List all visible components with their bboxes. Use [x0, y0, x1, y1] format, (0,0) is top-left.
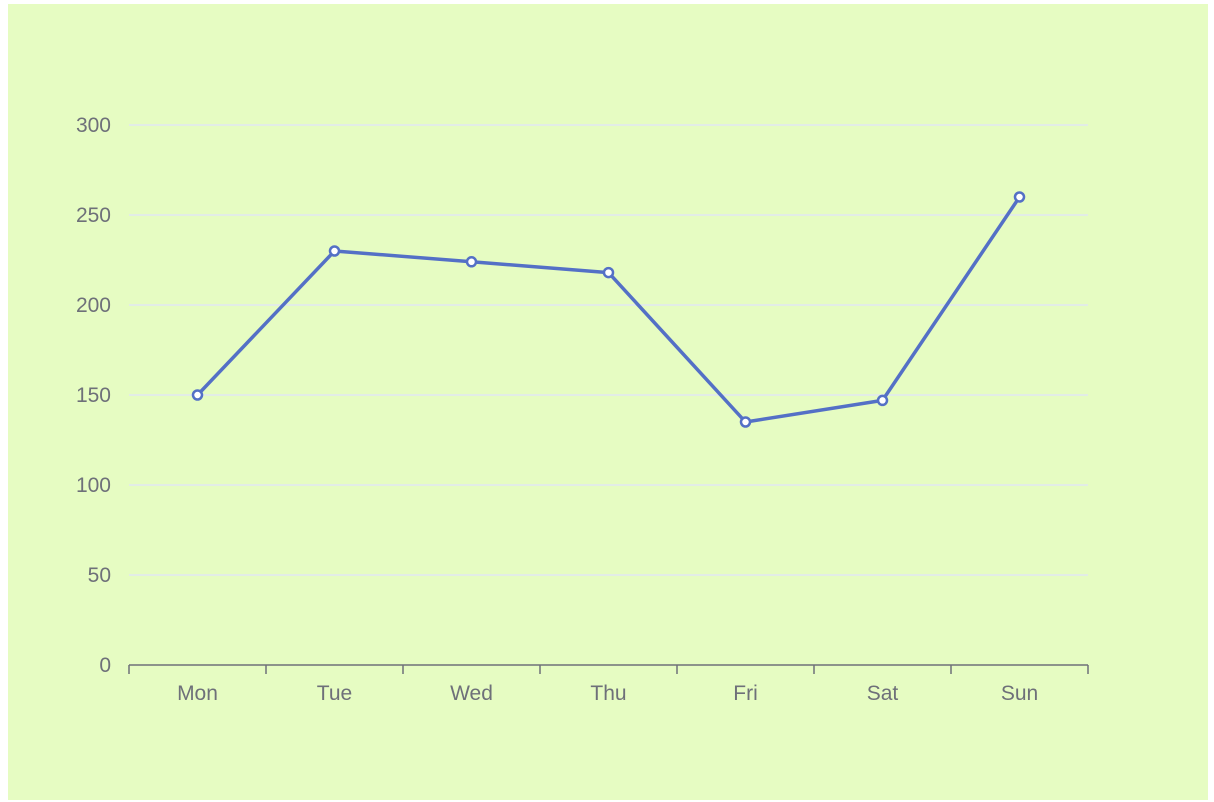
y-tick-label-150: 150 — [76, 384, 111, 407]
y-tick-label-300: 300 — [76, 114, 111, 137]
x-tick-label-wed: Wed — [450, 682, 493, 705]
x-tick-label-tue: Tue — [317, 682, 352, 705]
y-tick-label-50: 50 — [88, 564, 111, 587]
data-point-wed[interactable] — [465, 256, 478, 268]
grid-layer — [129, 124, 1088, 576]
y-axis: 0 50 100 150 200 250 300 — [76, 114, 111, 677]
data-point-sat[interactable] — [876, 394, 889, 407]
chart-background — [8, 4, 1208, 800]
data-point-thu[interactable] — [602, 266, 615, 279]
y-tick-label-0: 0 — [99, 654, 111, 677]
x-tick-label-sat: Sat — [867, 682, 899, 705]
x-axis: Mon Tue Wed Thu Fri Sat Sun — [128, 664, 1089, 705]
data-point-mon[interactable] — [191, 389, 204, 401]
x-tick-label-thu: Thu — [590, 682, 626, 705]
data-point-sun[interactable] — [1013, 191, 1026, 203]
y-tick-label-100: 100 — [76, 474, 111, 497]
y-tick-label-250: 250 — [76, 204, 111, 227]
x-tick-label-sun: Sun — [1001, 682, 1038, 705]
y-tick-label-200: 200 — [76, 294, 111, 317]
x-tick-label-mon: Mon — [177, 682, 218, 705]
data-point-fri[interactable] — [739, 416, 752, 428]
data-point-tue[interactable] — [328, 245, 341, 257]
x-tick-label-fri: Fri — [733, 682, 758, 705]
series-layer — [191, 191, 1026, 428]
series-line-0 — [196, 196, 1021, 424]
